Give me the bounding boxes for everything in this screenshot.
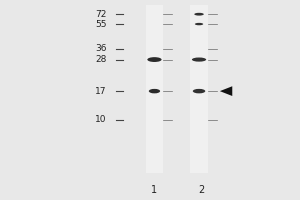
Text: 55: 55	[95, 20, 107, 29]
Ellipse shape	[194, 13, 204, 16]
Bar	[190, 5, 208, 173]
Polygon shape	[220, 86, 232, 96]
Ellipse shape	[147, 57, 162, 62]
Ellipse shape	[193, 89, 205, 93]
Text: 28: 28	[95, 55, 107, 64]
Text: 36: 36	[95, 44, 107, 53]
Ellipse shape	[192, 57, 206, 62]
Ellipse shape	[149, 89, 160, 93]
Bar	[146, 5, 164, 173]
Text: 17: 17	[95, 87, 107, 96]
Text: 10: 10	[95, 115, 107, 124]
Ellipse shape	[195, 23, 203, 25]
Text: 72: 72	[95, 10, 107, 19]
Text: 2: 2	[198, 185, 204, 195]
Text: 1: 1	[152, 185, 158, 195]
